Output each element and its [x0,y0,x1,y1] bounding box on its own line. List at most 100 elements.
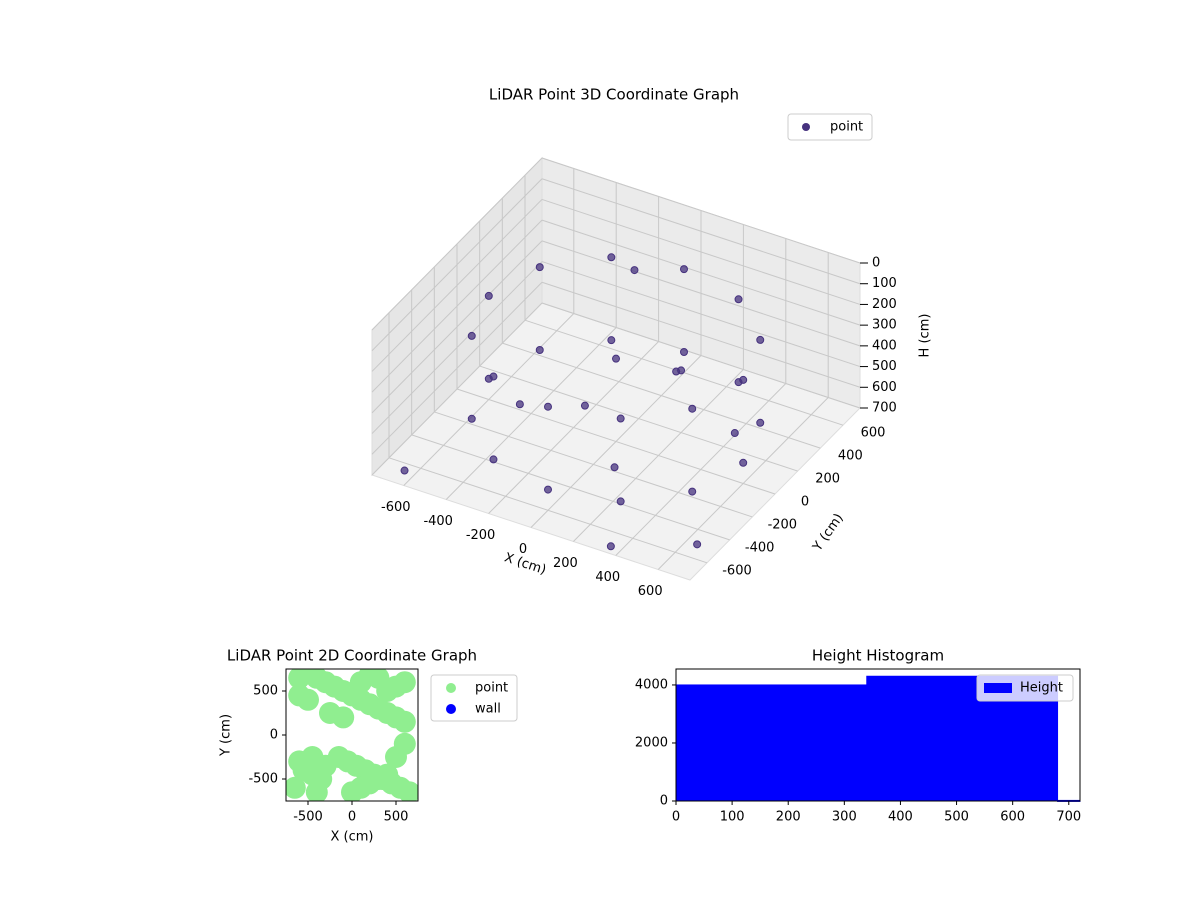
grid-line [479,365,798,472]
grid-line [371,302,543,476]
x-tick-label: 600 [1000,810,1025,825]
grid-line [541,240,861,347]
point [610,463,619,472]
grid-line [371,178,543,352]
y-tick-label: 0 [270,728,278,743]
point [693,540,702,549]
legend-label: point [475,681,508,696]
point [756,418,765,427]
grid-line [434,411,753,518]
z-tick-label: 400 [872,338,897,353]
point [467,331,476,340]
z-axis-label: H (cm) [918,314,933,358]
y-tick-label: -500 [248,772,278,787]
x-tick-label: 0 [519,542,527,557]
point [484,291,493,300]
point [349,671,372,694]
grid-line [456,388,776,495]
point [730,429,739,438]
chart-title: Height Histogram [812,647,944,665]
point [688,487,697,496]
y-tick-label: 500 [253,684,278,699]
point [580,401,589,410]
x-tick-label: 100 [720,810,745,825]
x-tick-label: -400 [423,514,453,529]
point [680,347,688,356]
point [467,414,476,423]
x-tick-label: 0 [672,810,680,825]
point [680,265,688,274]
legend-marker [446,683,456,693]
point [489,455,498,464]
y-tick-label: 600 [861,426,886,441]
legend-marker [984,683,1012,693]
grid-line [541,219,861,326]
y-tick-label: 400 [838,449,863,464]
plot-area [286,669,418,801]
x-tick-label: 400 [595,570,620,585]
y-tick-label: -200 [768,517,798,532]
x-tick-label: 500 [944,810,969,825]
y-axis-label: Y (cm) [810,511,847,555]
grid-line [371,157,543,331]
x-tick-label: 500 [384,810,409,825]
point [400,466,409,475]
point [607,253,616,262]
z-tick-label: 300 [872,318,897,333]
point [734,378,743,387]
point [616,414,625,423]
x-axis-label: X (cm) [331,830,374,845]
grid-line [411,434,730,541]
point [739,458,748,467]
grid-line [541,198,861,305]
point [393,732,416,755]
grid-line [371,281,543,455]
point [535,345,544,354]
z-tick-label: 500 [872,359,897,374]
grid-line [371,240,543,414]
legend-label: Height [1020,681,1063,696]
x-tick-label: -200 [466,528,496,543]
point [544,485,552,494]
y-tick-label: 0 [660,794,668,809]
point [612,354,620,363]
point [616,497,625,506]
point [544,402,552,411]
legend-marker [802,123,810,131]
point [376,763,399,786]
x-tick-label: -600 [381,500,411,515]
x-tick-label: 600 [638,584,663,599]
legend-box [787,113,873,141]
x-tick-label: 200 [776,810,801,825]
grid-line [502,342,821,449]
z-tick-label: 700 [872,401,897,416]
point [734,295,743,304]
point [305,781,328,801]
y-tick-label: 0 [801,495,809,510]
point [756,335,765,344]
point [688,404,697,413]
grid-line [371,199,543,372]
x-tick-label: 300 [832,810,857,825]
y-tick-label: 200 [815,472,840,487]
point [393,710,416,733]
grid-line [371,261,543,434]
point [286,776,306,799]
axes-frame [675,668,1081,802]
x-tick-label: 200 [553,556,578,571]
point [606,542,615,551]
x-tick-label: 0 [348,810,356,825]
grid-line [541,302,861,409]
z-tick-label: 100 [872,276,897,291]
y-tick-label: -400 [745,540,775,555]
z-tick-label: 600 [872,380,897,395]
grid-line [541,281,861,388]
z-tick-label: 0 [872,256,880,271]
x-tick-label: 700 [1056,810,1081,825]
y-tick-label: 4000 [635,677,668,692]
z-tick-label: 200 [872,297,897,312]
point [301,746,324,768]
grid-line [541,157,861,264]
point [672,367,681,376]
